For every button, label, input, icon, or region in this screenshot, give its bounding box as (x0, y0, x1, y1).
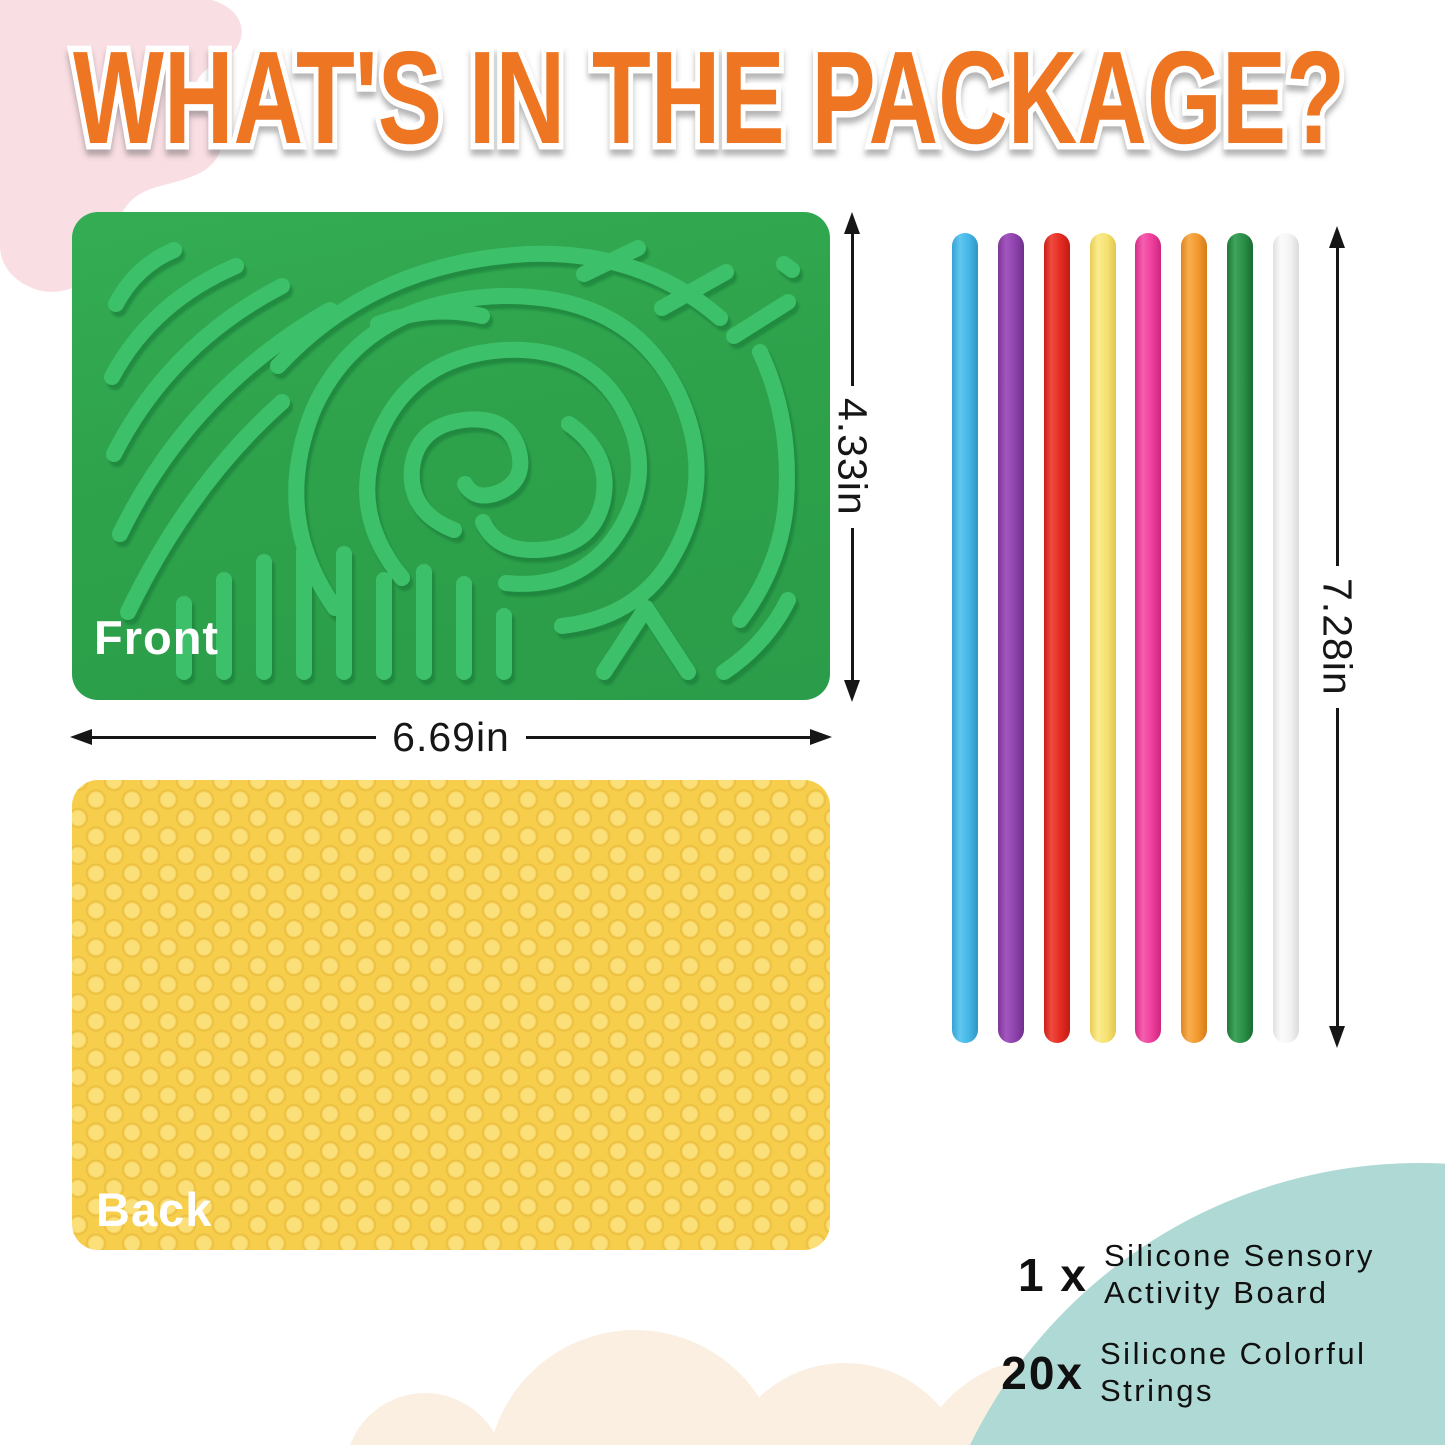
sensory-board-front (72, 212, 830, 700)
string-yellow (1090, 233, 1116, 1043)
package-item-qty: 1 x (1018, 1248, 1088, 1301)
fingerprint-maze (104, 240, 800, 680)
package-item-label: Silicone Colorful Strings (1100, 1336, 1367, 1408)
string-pink (1135, 233, 1161, 1043)
width-dimension-label: 6.69in (392, 713, 510, 760)
back-side-label: Back (96, 1183, 213, 1236)
string-purple (998, 233, 1024, 1043)
width-dimension: 6.69in (70, 712, 832, 762)
arrowhead-up-icon (1329, 226, 1345, 248)
string-red (1044, 233, 1070, 1043)
arrowhead-up-icon (844, 212, 860, 234)
front-side-label: Front (94, 611, 220, 664)
string-white (1273, 233, 1299, 1043)
string-orange (1181, 233, 1207, 1043)
sensory-board-back (72, 780, 830, 1250)
string-length-dimension-label: 7.28in (1314, 578, 1361, 696)
package-item-strings: 20x Silicone Colorful Strings (984, 1336, 1367, 1409)
height-dimension-label: 4.33in (829, 398, 876, 516)
package-item-label: Silicone Sensory Activity Board (1104, 1238, 1375, 1310)
arrowhead-left-icon (70, 729, 92, 745)
string-green (1227, 233, 1253, 1043)
arrowhead-down-icon (844, 680, 860, 702)
string-length-dimension: 7.28in (1307, 226, 1367, 1048)
title-banner: WHAT'S IN THE PACKAGE? (67, 25, 1352, 178)
arrowhead-down-icon (1329, 1026, 1345, 1048)
page-title: WHAT'S IN THE PACKAGE? (73, 25, 1345, 171)
pink-blob-decoration (0, 0, 242, 292)
string-blue (952, 233, 978, 1043)
package-item-board: 1 x Silicone Sensory Activity Board (988, 1238, 1375, 1311)
arrowhead-right-icon (810, 729, 832, 745)
height-dimension: 4.33in (822, 212, 882, 702)
package-item-qty: 20x (1001, 1346, 1084, 1399)
